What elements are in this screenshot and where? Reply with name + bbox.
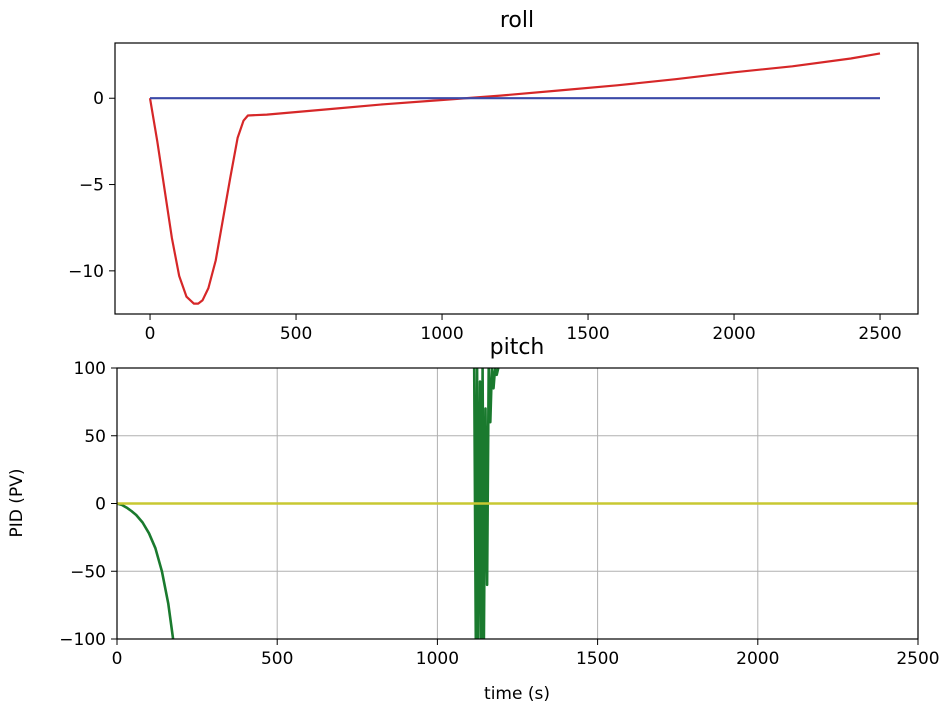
roll-plot-frame [114, 42, 919, 315]
x-tick-label-1: 500 [280, 324, 312, 344]
x-tick-label-0: 0 [112, 649, 123, 669]
roll-y-ticks: 0 −5 −10 [68, 89, 115, 282]
y-tick-label-0: 100 [74, 359, 106, 379]
y-tick-label-1: 50 [84, 427, 106, 447]
pitch-plot-lines [117, 368, 918, 639]
x-tick-label-5: 2500 [858, 324, 901, 344]
series-line-0 [117, 502, 175, 639]
roll-subplot: roll 0 500 1000 1500 2000 2500 0 −5 −10 [68, 8, 919, 344]
pitch-title: pitch [490, 335, 545, 360]
roll-title: roll [500, 8, 534, 33]
y-tick-label-4: −100 [59, 630, 106, 650]
x-tick-label-3: 1500 [576, 649, 619, 669]
x-tick-label-3: 1500 [566, 324, 609, 344]
y-tick-label-3: −50 [70, 562, 106, 582]
series-line-1 [472, 368, 500, 639]
series-line-0 [148, 52, 881, 305]
roll-plot-lines [148, 52, 881, 305]
x-tick-label-2: 1000 [416, 649, 459, 669]
x-tick-label-5: 2500 [896, 649, 939, 669]
y-tick-label-2: −10 [68, 262, 104, 282]
pitch-x-ticks: 0 500 1000 1500 2000 2500 [112, 639, 940, 669]
x-tick-label-0: 0 [145, 324, 156, 344]
x-tick-label-2: 1000 [420, 324, 463, 344]
x-tick-label-4: 2000 [736, 649, 779, 669]
y-tick-label-2: 0 [95, 495, 106, 515]
pitch-x-axis-label: time (s) [484, 684, 550, 704]
roll-x-ticks: 0 500 1000 1500 2000 2500 [145, 314, 902, 344]
pitch-y-ticks: 100 50 0 −50 −100 [59, 359, 117, 650]
y-tick-label-0: 0 [93, 89, 104, 109]
x-tick-label-4: 2000 [712, 324, 755, 344]
x-tick-label-1: 500 [261, 649, 293, 669]
pitch-y-axis-label: PID (PV) [7, 469, 27, 538]
y-tick-label-1: −5 [79, 176, 104, 196]
